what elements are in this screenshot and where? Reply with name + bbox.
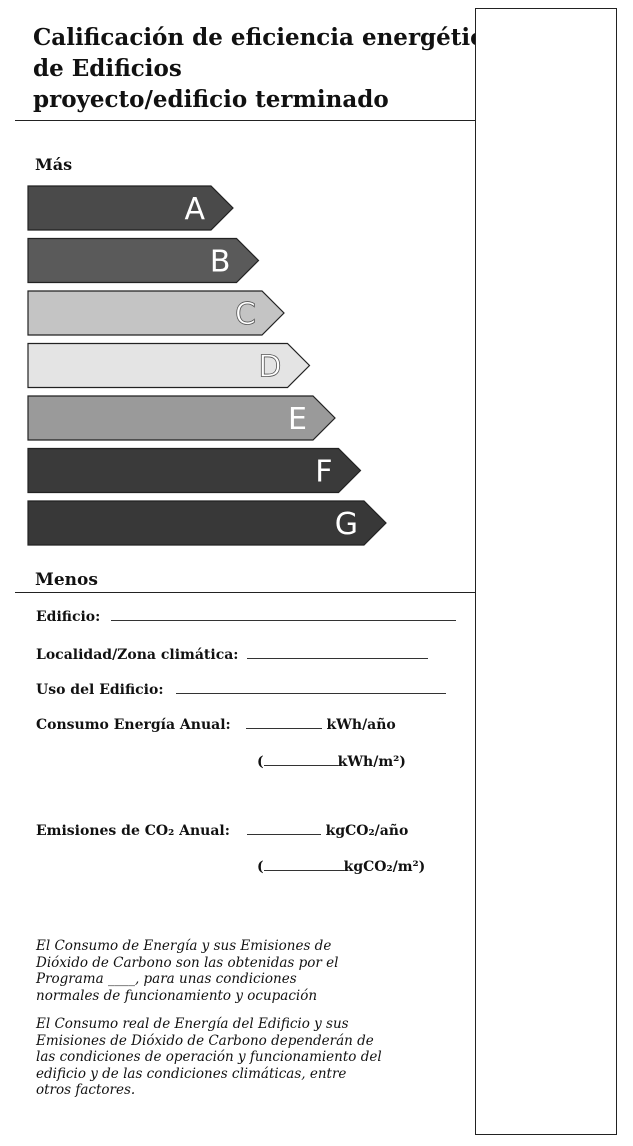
note-program-line: Programa ____, para unas condiciones	[36, 971, 297, 987]
field-uso-label: Uso del Edificio:	[36, 682, 164, 698]
energy-label: Calificación de eficiencia energética de…	[15, 8, 617, 1135]
field-emisiones: Emisiones de CO₂ Anual: kgCO₂/año	[36, 820, 408, 839]
scale-letter-g: G	[335, 507, 358, 542]
field-uso: Uso del Edificio:	[36, 679, 447, 698]
field-consumo-m2: ( kWh/m²)	[257, 751, 406, 770]
field-consumo-m2-unit: kWh/m²)	[337, 754, 406, 770]
header-divider	[15, 120, 476, 121]
note-real-line: las condiciones de operación y funcionam…	[36, 1049, 382, 1065]
scale-arrow-e	[27, 395, 336, 441]
field-emisiones-unit: kgCO₂/año	[325, 823, 409, 839]
field-emisiones-m2-input[interactable]	[263, 856, 344, 871]
note-real-line: El Consumo real de Energía del Edificio …	[36, 1016, 349, 1032]
page-title: Calificación de eficiencia energética de…	[33, 22, 500, 115]
scale-arrow-g	[27, 500, 387, 546]
note-program-line: Dióxido de Carbono son las obtenidas por…	[36, 954, 339, 971]
scale-letter-e: E	[288, 402, 307, 437]
scale-letter-a: A	[184, 192, 205, 227]
field-consumo-m2-input[interactable]	[263, 751, 338, 766]
field-consumo-label: Consumo Energía Anual:	[36, 717, 231, 733]
scale-letter-c: C	[235, 297, 256, 332]
title-line-1: Calificación de eficiencia energética	[33, 24, 500, 51]
field-localidad-input[interactable]	[247, 644, 429, 659]
field-edificio-input[interactable]	[111, 606, 457, 621]
scale-arrow-a	[27, 185, 234, 231]
scale-bottom-label: Menos	[35, 570, 98, 590]
field-emisiones-input[interactable]	[246, 820, 321, 835]
note-real-line: otros factores.	[36, 1082, 136, 1098]
scale-class-d: D	[27, 342, 311, 389]
title-line-3: proyecto/edificio terminado	[33, 86, 389, 113]
scale-letter-b: B	[210, 245, 231, 280]
field-emisiones-open-paren: (	[257, 859, 264, 875]
field-edificio: Edificio:	[36, 606, 457, 625]
scale-arrow-c	[27, 290, 285, 336]
field-localidad-label: Localidad/Zona climática:	[36, 647, 239, 663]
label-left-column: Calificación de eficiencia energética de…	[15, 8, 500, 1135]
field-emisiones-m2-unit: kgCO₂/m²)	[343, 859, 426, 875]
field-uso-input[interactable]	[176, 679, 447, 694]
field-edificio-label: Edificio:	[36, 609, 101, 625]
field-emisiones-label: Emisiones de CO₂ Anual:	[36, 823, 230, 839]
field-consumo-unit: kWh/año	[326, 717, 396, 733]
title-line-2: de Edificios	[33, 55, 182, 82]
note-program: El Consumo de Energía y sus Emisiones de…	[36, 938, 468, 1004]
field-emisiones-m2: ( kgCO₂/m²)	[257, 856, 425, 875]
note-program-line: normales de funcionamiento y ocupación	[36, 987, 318, 1004]
scale-letter-d: D	[258, 350, 281, 385]
scale-class-g: G	[27, 500, 387, 546]
scale-divider	[15, 592, 476, 593]
note-program-line: El Consumo de Energía y sus Emisiones de	[36, 938, 332, 954]
scale-arrow-f	[27, 447, 362, 494]
scale-class-f: F	[27, 447, 362, 494]
note-real-line: Emisiones de Dióxido de Carbono depender…	[36, 1032, 374, 1049]
scale-arrow-d	[27, 342, 311, 389]
field-consumo-input[interactable]	[245, 714, 322, 729]
scale-class-e: E	[27, 395, 336, 441]
scale-letter-f: F	[315, 455, 332, 490]
scale-arrow-b	[27, 237, 260, 284]
field-localidad: Localidad/Zona climática:	[36, 644, 429, 663]
scale-class-a: A	[27, 185, 234, 231]
scale-class-b: B	[27, 237, 260, 284]
field-consumo-open-paren: (	[257, 754, 264, 770]
rating-box	[475, 8, 617, 1135]
scale-class-c: C	[27, 290, 285, 336]
note-real-consumption: El Consumo real de Energía del Edificio …	[36, 1016, 468, 1099]
field-consumo: Consumo Energía Anual: kWh/año	[36, 714, 396, 733]
note-real-line: edificio y de las condiciones climáticas…	[36, 1065, 347, 1082]
scale-top-label: Más	[35, 155, 73, 174]
